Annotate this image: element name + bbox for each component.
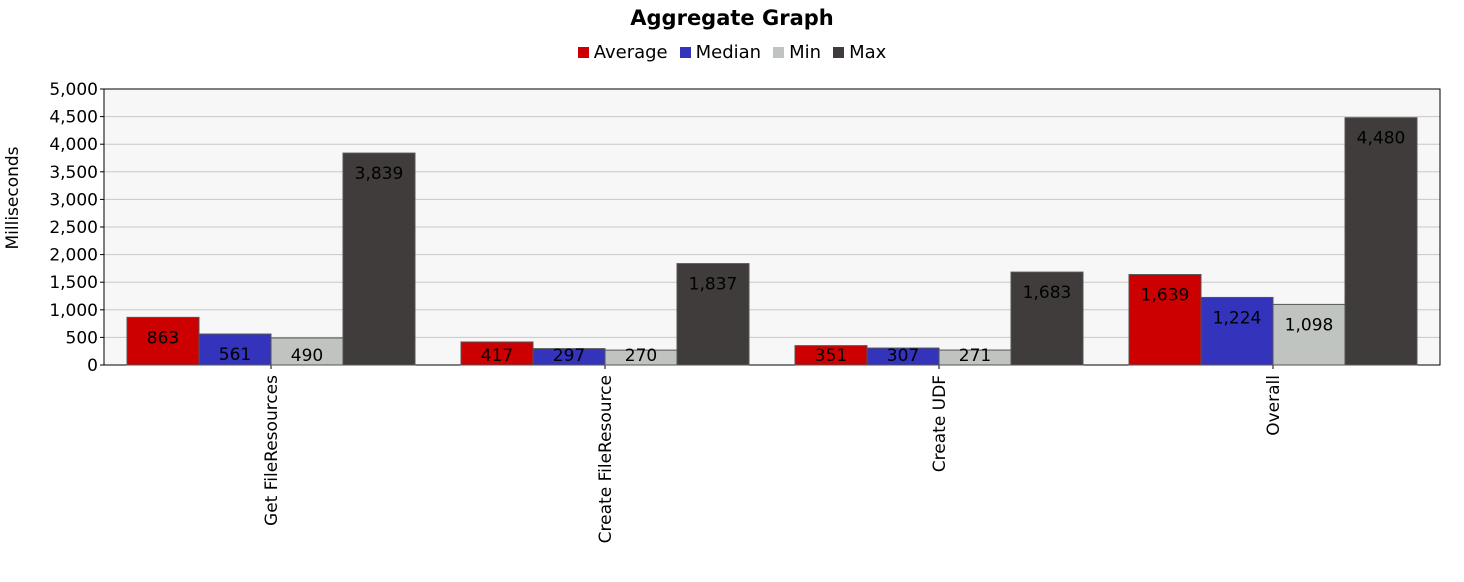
legend-swatch xyxy=(773,47,785,58)
bar-max xyxy=(1010,271,1084,366)
y-tick-label: 3,000 xyxy=(49,190,98,210)
legend-swatch xyxy=(679,47,691,58)
y-tick-label: 3,500 xyxy=(49,163,98,183)
legend-item-min: Min xyxy=(773,42,821,63)
legend: Average Median Min Max xyxy=(0,42,1464,63)
bar-value-label: 307 xyxy=(887,346,919,366)
bar-value-label: 1,683 xyxy=(1023,283,1072,303)
y-tick-label: 5,000 xyxy=(49,80,98,100)
legend-item-average: Average xyxy=(577,42,668,63)
bar-max xyxy=(342,152,416,366)
bar-value-label: 490 xyxy=(291,346,323,366)
y-tick-label: 500 xyxy=(66,328,98,348)
legend-label: Max xyxy=(849,42,887,63)
chart-title: Aggregate Graph xyxy=(630,6,834,30)
bar-median xyxy=(198,333,272,366)
data-labels: 863 561 490 3,839 417 297 270 1,837 351 307 271 1,6… xyxy=(147,129,1406,366)
bar-value-label: 270 xyxy=(625,346,657,366)
y-axis-label: Milliseconds xyxy=(3,146,23,249)
y-tick-label: 2,000 xyxy=(49,246,98,266)
bar-value-label: 863 xyxy=(147,328,179,348)
bar-value-label: 1,639 xyxy=(1141,286,1190,306)
axes: 0 500 1,000 1,500 2,000 2,500 3,000 3,500 4,000 4… xyxy=(49,80,1441,543)
plot-frame xyxy=(103,88,1441,366)
bar-value-label: 271 xyxy=(959,346,991,366)
x-tick-label: Overall xyxy=(1264,375,1284,436)
bar-average xyxy=(1128,274,1202,366)
bar-value-label: 4,480 xyxy=(1357,129,1406,149)
x-tick-label: Get FileResources xyxy=(262,375,282,526)
bar-value-label: 561 xyxy=(219,345,251,365)
legend-swatch xyxy=(577,47,589,58)
bars xyxy=(126,117,1418,366)
bar-value-label: 1,098 xyxy=(1285,315,1334,335)
bar-max xyxy=(1344,117,1418,366)
y-tick-label: 4,500 xyxy=(49,108,98,128)
bar-value-label: 1,837 xyxy=(689,275,738,295)
legend-item-max: Max xyxy=(833,42,886,63)
y-tick-label: 2,500 xyxy=(49,218,98,238)
bar-min xyxy=(270,337,344,366)
x-tick-label: Create UDF xyxy=(930,375,950,472)
bar-value-label: 3,839 xyxy=(355,164,404,184)
bar-value-label: 417 xyxy=(481,346,513,366)
y-tick-label: 1,000 xyxy=(49,301,98,321)
bar-average xyxy=(126,316,200,366)
legend-label: Min xyxy=(789,42,822,63)
legend-item-median: Median xyxy=(679,42,762,63)
bar-min xyxy=(1272,303,1346,366)
bar-median xyxy=(1200,296,1274,366)
x-tick-label: Create FileResource xyxy=(596,375,616,543)
y-tick-label: 0 xyxy=(87,356,98,376)
legend-label: Average xyxy=(593,42,668,63)
bar-value-label: 1,224 xyxy=(1213,308,1262,328)
y-tick-label: 4,000 xyxy=(49,135,98,155)
bar-max xyxy=(676,263,750,366)
legend-label: Median xyxy=(695,42,762,63)
bar-value-label: 297 xyxy=(553,346,585,366)
legend-swatch xyxy=(833,47,845,58)
y-tick-label: 1,500 xyxy=(49,273,98,293)
bar-value-label: 351 xyxy=(815,346,847,366)
